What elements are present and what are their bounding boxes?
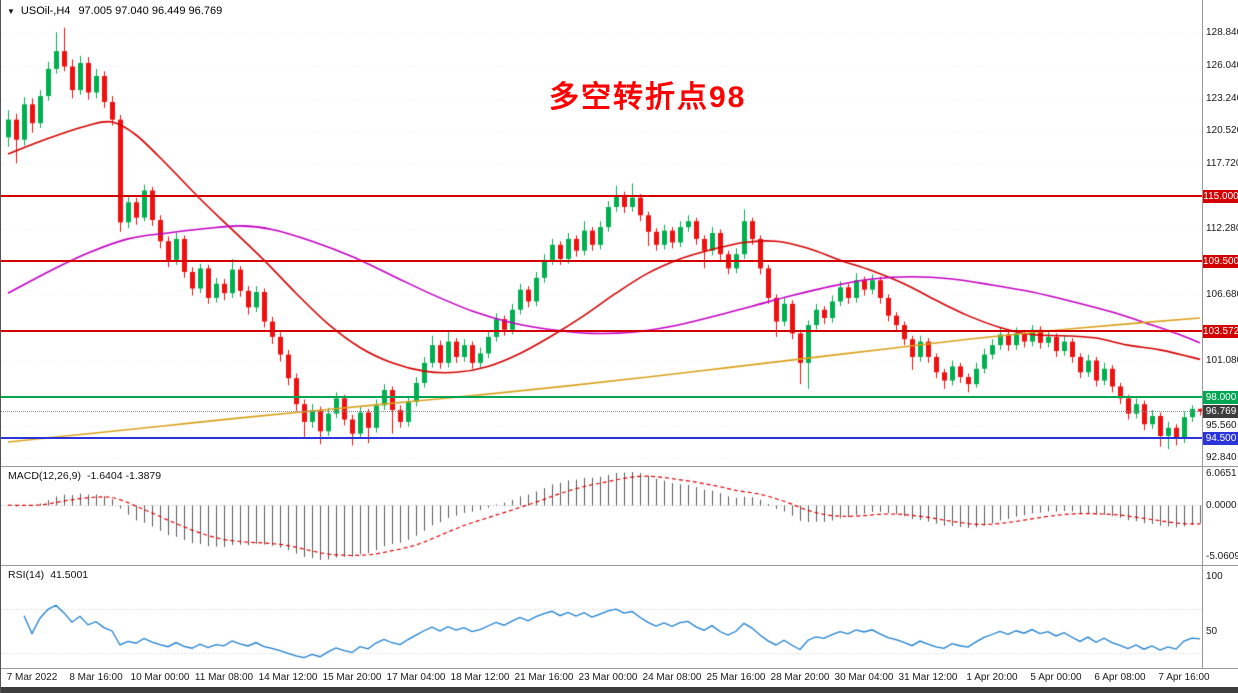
rsi-name: RSI(14) bbox=[8, 569, 45, 581]
price-axis-label: 92.840 bbox=[1206, 452, 1237, 463]
chart-title: ▼ USOil-,H4 97.005 97.040 96.449 96.769 bbox=[7, 5, 222, 17]
current-price-tag: 96.769 bbox=[1203, 405, 1238, 418]
panel-separator-macd[interactable] bbox=[1, 466, 1238, 467]
macd-axis-zero: 0.0000 bbox=[1206, 500, 1237, 511]
price-axis-label: 106.680 bbox=[1206, 289, 1238, 300]
macd-name: MACD(12,26,9) bbox=[8, 470, 81, 482]
price-axis-label: 112.280 bbox=[1206, 223, 1238, 234]
macd-axis-bottom: -5.0609 bbox=[1206, 551, 1238, 562]
rsi-value: 41.5001 bbox=[50, 569, 89, 581]
resistance-line-115.000[interactable] bbox=[1, 195, 1202, 197]
time-axis-separator bbox=[1, 668, 1238, 669]
price-axis-label: 117.720 bbox=[1206, 158, 1238, 169]
price-axis-label: 95.560 bbox=[1206, 420, 1237, 431]
panel-separator-rsi[interactable] bbox=[1, 565, 1238, 566]
price-tag-103.572: 103.572 bbox=[1203, 325, 1238, 338]
chart-ohlc-values: 97.005 97.040 96.449 96.769 bbox=[78, 5, 223, 17]
macd-axis-top: 6.0651 bbox=[1206, 468, 1237, 479]
price-axis-label: 123.240 bbox=[1206, 93, 1238, 104]
price-tag-94.500: 94.500 bbox=[1203, 432, 1238, 445]
annotation-text[interactable]: 多空转折点98 bbox=[549, 81, 747, 114]
rsi-axis-label: 100 bbox=[1206, 571, 1223, 582]
support-line-94.500[interactable] bbox=[1, 437, 1202, 439]
rsi-indicator-label: RSI(14) 41.5001 bbox=[8, 569, 88, 581]
resistance-line-103.572[interactable] bbox=[1, 330, 1202, 332]
macd-indicator-label: MACD(12,26,9) -1.6404 -1.3879 bbox=[8, 470, 161, 482]
price-axis-label: 101.080 bbox=[1206, 355, 1238, 366]
symbol-dropdown-icon[interactable]: ▼ bbox=[7, 6, 15, 16]
rsi-axis-label: 50 bbox=[1206, 626, 1218, 637]
price-axis-label: 126.040 bbox=[1206, 60, 1238, 71]
price-axis-label: 120.520 bbox=[1206, 125, 1238, 136]
price-tag-115.000: 115.000 bbox=[1203, 190, 1238, 203]
current-price-line[interactable] bbox=[1, 411, 1202, 412]
resistance-line-109.500[interactable] bbox=[1, 260, 1202, 262]
price-tag-109.500: 109.500 bbox=[1203, 255, 1238, 268]
price-tag-98.000: 98.000 bbox=[1203, 391, 1238, 404]
window-bottom-edge bbox=[1, 687, 1238, 693]
price-axis-border bbox=[1202, 0, 1203, 668]
chart-symbol-timeframe: USOil-,H4 bbox=[20, 5, 71, 17]
support-line-98.000[interactable] bbox=[1, 396, 1202, 398]
macd-values: -1.6404 -1.3879 bbox=[86, 470, 162, 482]
price-axis-label: 128.840 bbox=[1206, 27, 1238, 38]
